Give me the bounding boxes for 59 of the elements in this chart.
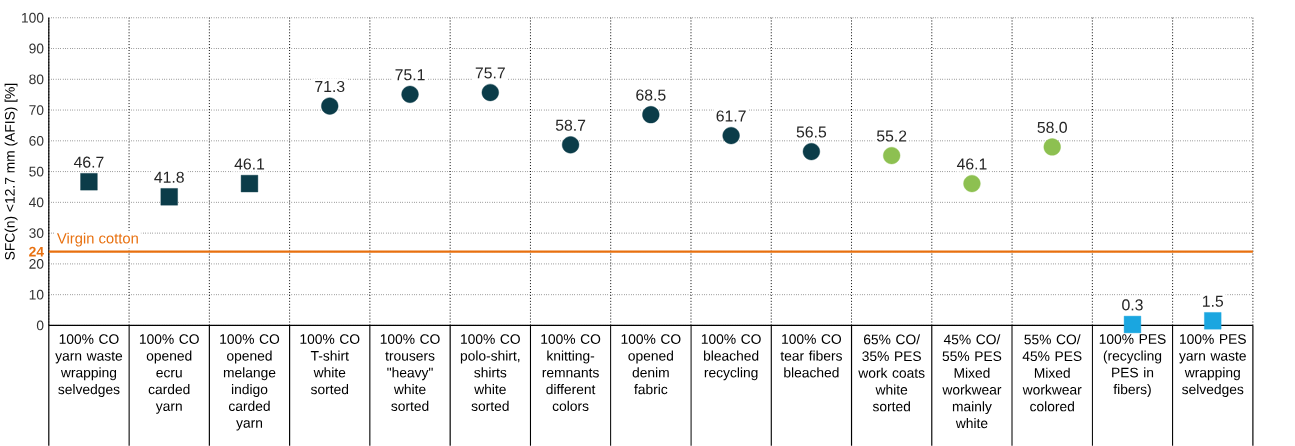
point: [1123, 315, 1142, 333]
x-tick-label: 45% CO/ 55% PES Mixed workwear mainly white: [942, 334, 1002, 428]
point: [80, 173, 98, 191]
point: [722, 126, 740, 145]
x-tick-label: 100% CO trousers "heavy" white sorted: [380, 334, 440, 411]
x-tick-label: 100% CO tear fibers bleached: [780, 334, 842, 378]
x-tick-label: 100% PES (recycling PES in fibers): [1099, 334, 1166, 397]
data-label: 75.1: [395, 69, 425, 81]
y-tick-label: 100: [22, 12, 44, 23]
x-tick-label: 100% CO opened melange indigo carded yarn: [220, 334, 280, 431]
point: [321, 97, 339, 115]
y-tick-label: 0: [36, 320, 44, 331]
y-tick-label: 20: [29, 258, 44, 269]
y-tick-label: 40: [28, 197, 44, 208]
y-axis-title: SFC(n) <12.7 mm (AFIS) [%]: [4, 83, 18, 260]
data-label: 41.8: [154, 171, 184, 183]
data-label: 0.3: [1122, 299, 1143, 311]
x-tick-label: 100% CO bleached recycling: [701, 334, 761, 381]
data-label: 58.0: [1037, 121, 1067, 133]
x-tick-label: 55% CO/ 45% PES Mixed workwear colored: [1022, 334, 1082, 412]
data-label: 1.5: [1202, 295, 1224, 307]
x-tick-label: 65% CO/ 35% PES work coats white sorted: [858, 334, 925, 412]
data-label: 46.1: [234, 158, 265, 170]
y-tick-label: 24: [29, 246, 44, 257]
point: [401, 85, 419, 103]
point: [160, 188, 178, 206]
data-label: 58.7: [555, 119, 586, 131]
x-tick-label: 100% CO knitting-remnants different colors: [541, 334, 601, 411]
point: [1043, 138, 1061, 156]
point: [883, 146, 901, 165]
point: [642, 105, 660, 124]
y-tick-label: 90: [29, 43, 44, 54]
y-tick-label: 70: [29, 105, 44, 115]
data-label: 46.1: [956, 158, 987, 170]
y-tick-label: 10: [29, 289, 44, 300]
x-tick-label: 100% CO T-shirt white sorted: [300, 334, 360, 395]
data-label: 56.5: [796, 126, 827, 138]
x-tick-label: 100% PES yarn waste wrapping selvedges: [1179, 334, 1246, 397]
x-tick-label: 100% CO yarn waste wrapping selvedges: [55, 334, 123, 397]
y-tick-label: 50: [29, 166, 44, 177]
y-tick-label: 60: [29, 135, 44, 146]
y-tick-label: 30: [29, 228, 44, 238]
data-label: 75.7: [475, 67, 505, 79]
y-tick-label: 80: [29, 74, 44, 85]
point: [240, 174, 259, 193]
data-label: 71.3: [315, 80, 345, 92]
ref-line-label: Virgin cotton: [56, 232, 138, 247]
point: [963, 174, 981, 193]
point: [561, 136, 580, 154]
point: [1204, 312, 1222, 330]
x-tick-label: 100% CO opened denim fabric: [621, 334, 681, 395]
x-tick-label: 100% CO polo-shirt, shirts white sorted: [460, 334, 520, 411]
data-label: 68.5: [636, 89, 666, 101]
data-label: 61.7: [716, 110, 746, 122]
point: [802, 142, 820, 161]
data-label: 46.7: [73, 156, 104, 168]
point: [481, 83, 499, 101]
x-tick-label: 100% CO opened ecru carded yarn: [139, 334, 199, 414]
data-label: 55.2: [876, 130, 907, 142]
